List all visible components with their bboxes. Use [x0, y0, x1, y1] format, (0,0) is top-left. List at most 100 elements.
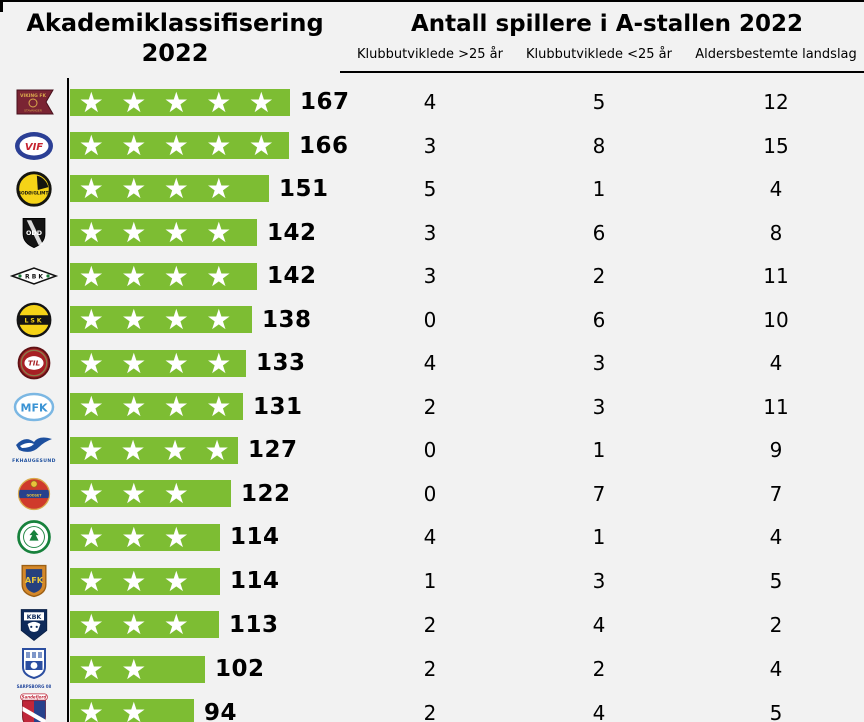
over25-value: 3: [423, 264, 437, 289]
star-icon: ★: [163, 564, 189, 598]
bar-cell: ★ ★ ★ ★ 127: [68, 433, 350, 467]
club-row: MFK ★ ★ ★ ★ 131 2 3 11: [0, 385, 864, 429]
star-icon: ★: [121, 608, 147, 642]
bar-cell: ★ ★ ★ ★ 138: [68, 303, 350, 337]
over25-value: 2: [423, 394, 437, 419]
star-icon: ★: [204, 433, 230, 467]
under25-value: 1: [592, 176, 606, 201]
svg-text:GODSET: GODSET: [27, 493, 43, 497]
star-icon: ★: [78, 129, 104, 163]
svg-text:VIKING FK: VIKING FK: [20, 93, 46, 99]
over25-value: 2: [423, 657, 437, 682]
star-icon: ★: [121, 477, 147, 511]
club-row: Sandefjord ★ ★ 94 2 4 5: [0, 690, 864, 722]
score-label: 127: [248, 437, 298, 464]
star-icon: ★: [78, 346, 104, 380]
svg-text:Sandefjord: Sandefjord: [22, 695, 47, 700]
star-icon: ★: [78, 172, 104, 206]
under25-value: 3: [592, 351, 606, 376]
club-row: TIL ★ ★ ★ ★ 133 4 3 4: [0, 341, 864, 385]
under25-value: 2: [592, 264, 606, 289]
star-icon: ★: [121, 303, 147, 337]
youth-national-value: 11: [763, 394, 789, 419]
column-header-under25: Klubbutviklede <25 år: [526, 47, 672, 62]
score-label: 102: [215, 656, 265, 683]
score-label: 166: [299, 132, 349, 159]
star-icon: ★: [206, 390, 232, 424]
bar-cell: ★ ★ 94: [68, 699, 350, 722]
star-icon: ★: [121, 564, 147, 598]
star-icon: ★: [206, 85, 232, 119]
under25-value: 5: [592, 90, 606, 114]
under25-value: 1: [592, 438, 606, 463]
star-icon: ★: [78, 652, 104, 686]
table-title: Antall spillere i A-stallen 2022: [410, 11, 804, 37]
score-bar: ★ ★ ★: [70, 520, 220, 554]
star-icon: ★: [78, 259, 104, 293]
score-label: 167: [300, 89, 350, 115]
under25-value: 6: [592, 307, 606, 332]
club-row: GODSET ★ ★ ★ 122 0 7 7: [0, 472, 864, 516]
club-row: AFK ★ ★ ★ 114 1 3 5: [0, 559, 864, 603]
star-icon: ★: [78, 477, 104, 511]
youth-national-value: 10: [763, 307, 789, 332]
star-icon: ★: [121, 696, 147, 722]
score-label: 122: [241, 480, 291, 507]
star-icon: ★: [78, 303, 104, 337]
star-icon: ★: [206, 303, 232, 337]
score-label: 133: [256, 350, 306, 377]
score-label: 113: [229, 611, 279, 638]
star-icon: ★: [163, 303, 189, 337]
bar-cell: ★ ★ ★ ★ 131: [68, 390, 350, 424]
score-bar: ★ ★: [70, 652, 205, 686]
score-bar: ★ ★ ★ ★: [70, 390, 243, 424]
score-label: 131: [253, 393, 303, 420]
over25-value: 4: [423, 351, 437, 376]
over25-value: 4: [423, 90, 437, 114]
star-icon: ★: [206, 172, 232, 206]
youth-national-value: 2: [769, 612, 783, 637]
under25-value: 8: [592, 133, 606, 158]
star-icon: ★: [206, 129, 232, 163]
svg-text:ODD: ODD: [26, 230, 42, 237]
club-row: FKHAUGESUND ★ ★ ★ ★ 127 0 1 9: [0, 429, 864, 473]
star-icon: ★: [78, 390, 104, 424]
score-bar: ★ ★ ★: [70, 477, 231, 511]
over25-value: 4: [423, 525, 437, 550]
score-label: 142: [267, 263, 317, 290]
bar-cell: ★ ★ ★ 114: [68, 564, 350, 598]
club-row: R B K ★ ★ ★ ★ 142 3 2 11: [0, 254, 864, 298]
club-row: SARPSBORG 08 ★ ★ 102 2 2 4: [0, 646, 864, 690]
over25-value: 3: [423, 220, 437, 245]
star-icon: ★: [248, 85, 274, 119]
svg-text:TIL: TIL: [28, 359, 41, 368]
sarpsborg-08-logo: SARPSBORG 08: [0, 646, 68, 692]
svg-text:SARPSBORG 08: SARPSBORG 08: [17, 684, 52, 689]
star-icon: ★: [163, 608, 189, 642]
score-bar: ★ ★ ★ ★: [70, 303, 252, 337]
bar-cell: ★ ★ ★ ★ ★ 167: [68, 85, 350, 119]
star-icon: ★: [78, 520, 104, 554]
youth-national-value: 5: [769, 569, 783, 594]
star-icon: ★: [78, 564, 104, 598]
star-icon: ★: [163, 172, 189, 206]
star-icon: ★: [121, 520, 147, 554]
svg-text:FKHAUGESUND: FKHAUGESUND: [12, 458, 56, 464]
star-icon: ★: [78, 608, 104, 642]
over25-value: 0: [423, 307, 437, 332]
svg-text:MFK: MFK: [21, 401, 48, 414]
star-icon: ★: [121, 172, 147, 206]
star-icon: ★: [206, 216, 232, 250]
youth-national-value: 4: [769, 351, 783, 376]
club-row: ODD ★ ★ ★ ★ 142 3 6 8: [0, 211, 864, 255]
valerenga-logo: VIF: [0, 124, 68, 168]
bar-cell: ★ ★ ★ ★ 142: [68, 259, 350, 293]
bar-cell: ★ ★ ★ ★ 142: [68, 216, 350, 250]
odd-logo: ODD: [0, 211, 68, 255]
youth-national-value: 5: [769, 700, 783, 722]
under25-value: 4: [592, 612, 606, 637]
youth-national-value: 8: [769, 220, 783, 245]
score-bar: ★ ★ ★ ★: [70, 259, 257, 293]
score-bar: ★ ★: [70, 699, 194, 722]
